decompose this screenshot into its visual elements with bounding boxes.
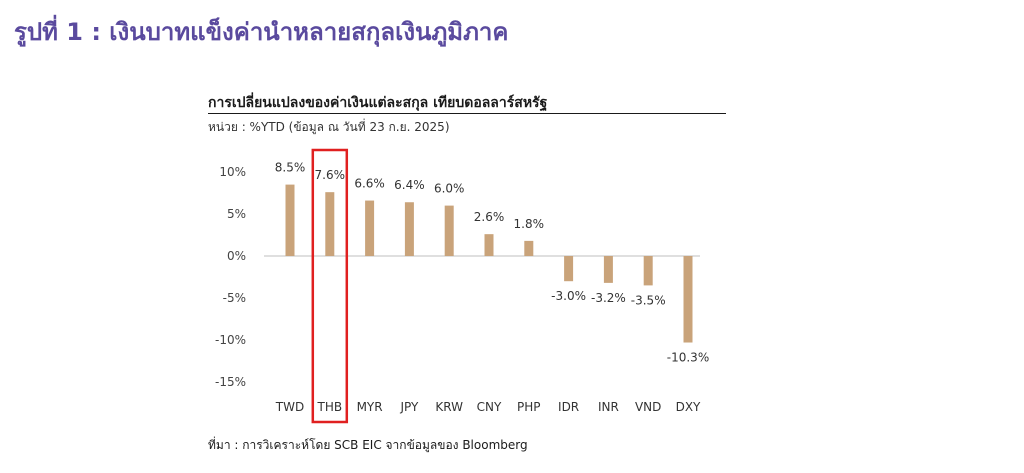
bar-krw xyxy=(444,205,454,256)
bar-twd xyxy=(285,184,295,256)
data-label: -3.0% xyxy=(551,289,586,303)
chart-title-rule xyxy=(208,113,726,114)
bar-cny xyxy=(484,234,494,256)
y-tick-label: -5% xyxy=(223,291,246,305)
source-note: ที่มา : การวิเคราะห์โดย SCB EIC จากข้อมู… xyxy=(208,438,528,452)
data-label: 6.6% xyxy=(354,177,385,191)
x-tick-label: JPY xyxy=(399,400,419,414)
x-tick-label: INR xyxy=(598,400,619,414)
figure-title: รูปที่ 1 : เงินบาทแข็งค่านำหลายสกุลเงินภ… xyxy=(14,18,509,46)
y-tick-label: 10% xyxy=(219,165,246,179)
bar-jpy xyxy=(404,202,414,256)
bar-php xyxy=(524,240,534,256)
x-tick-label: VND xyxy=(635,400,661,414)
data-label: 6.0% xyxy=(434,182,465,196)
data-label: 6.4% xyxy=(394,178,425,192)
y-axis: 10% 5% 0% -5% -10% -15% xyxy=(215,165,246,389)
data-label: 1.8% xyxy=(514,217,545,231)
data-label: 8.5% xyxy=(275,161,306,175)
bars: 8.5% 7.6% 6.6% 6.4% 6.0% 2.6% 1.8% -3.0% -3.2% -3… xyxy=(275,161,709,365)
bar-myr xyxy=(365,200,375,256)
chart-title: การเปลี่ยนแปลงของค่าเงินแต่ละสกุล เทียบด… xyxy=(208,95,548,111)
y-tick-label: 5% xyxy=(227,207,246,221)
x-tick-label: TWD xyxy=(275,400,304,414)
data-label: 2.6% xyxy=(474,210,505,224)
bar-idr xyxy=(564,256,574,282)
y-tick-label: 0% xyxy=(227,249,246,263)
x-tick-label: THB xyxy=(317,400,343,414)
x-tick-label: IDR xyxy=(558,400,579,414)
y-tick-label: -15% xyxy=(215,375,246,389)
data-label: -10.3% xyxy=(667,351,709,365)
x-tick-label: MYR xyxy=(357,400,383,414)
data-label: -3.2% xyxy=(591,291,626,305)
data-label: -3.5% xyxy=(631,293,666,307)
x-tick-label: CNY xyxy=(477,400,502,414)
x-tick-label: KRW xyxy=(435,400,463,414)
data-label: 7.6% xyxy=(315,168,346,182)
bar-thb xyxy=(325,192,335,256)
x-tick-label: DXY xyxy=(676,400,701,414)
bar-dxy xyxy=(683,256,693,343)
bar-inr xyxy=(603,256,613,283)
thb-highlight-box xyxy=(311,148,349,424)
x-tick-label: PHP xyxy=(517,400,541,414)
bar-vnd xyxy=(643,256,653,286)
y-tick-label: -10% xyxy=(215,333,246,347)
chart-subtitle: หน่วย : %YTD (ข้อมูล ณ วันที่ 23 ก.ย. 20… xyxy=(208,120,450,134)
x-axis: TWD THB MYR JPY KRW CNY PHP IDR INR VND DXY xyxy=(275,400,701,414)
